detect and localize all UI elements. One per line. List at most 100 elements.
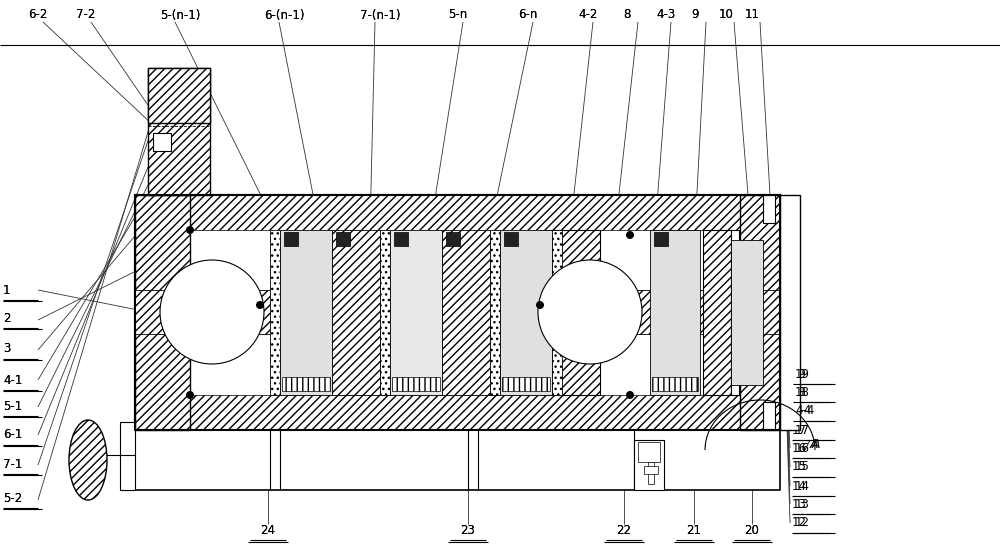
Circle shape [186,226,194,234]
Bar [638,442,660,462]
Text: 5-1: 5-1 [3,399,22,413]
Text: 11: 11 [745,9,760,21]
Text: 7-2: 7-2 [76,9,95,21]
Bar [648,462,654,484]
Text: 9: 9 [691,9,698,21]
Bar [703,230,731,395]
Circle shape [160,260,264,364]
Text: 12: 12 [792,517,807,529]
Text: 3: 3 [3,342,10,356]
Text: 20: 20 [745,523,759,536]
Text: A: A [812,438,820,452]
Text: 4-3: 4-3 [656,9,675,21]
Bar [763,402,775,430]
Text: 6-n: 6-n [518,9,537,21]
Bar [135,195,780,230]
Text: 4-2: 4-2 [578,9,597,21]
Bar [644,466,658,474]
Text: 6-(n-1): 6-(n-1) [264,9,304,21]
Text: 6-2: 6-2 [28,9,47,21]
Bar [731,230,739,395]
Bar [135,195,780,430]
Text: 24: 24 [260,524,276,538]
Bar [270,230,540,395]
Text: A: A [810,438,818,452]
Text: 4-4: 4-4 [792,404,811,418]
Text: 4-3: 4-3 [656,9,675,21]
Bar [654,232,668,246]
Circle shape [538,260,642,364]
Text: 23: 23 [461,524,475,538]
Text: 2: 2 [3,311,10,324]
Text: 4-1: 4-1 [3,374,22,386]
Bar [120,422,135,490]
Text: 22: 22 [616,524,632,538]
Bar [634,440,664,490]
Text: 4-2: 4-2 [578,9,597,21]
Bar [390,230,442,395]
Text: 5-2: 5-2 [3,492,22,505]
Bar [504,232,518,246]
Text: 1: 1 [3,283,10,296]
Text: 5-2: 5-2 [3,492,22,505]
Text: 6-1: 6-1 [3,429,22,442]
Text: 17: 17 [792,424,807,437]
Text: 15: 15 [792,460,807,473]
Text: 23: 23 [461,523,475,536]
Text: 6-(n-1): 6-(n-1) [264,9,304,21]
Text: 6-n: 6-n [518,9,537,21]
Text: 19: 19 [795,368,810,380]
Text: 11: 11 [745,9,760,21]
Text: 5-1: 5-1 [3,399,22,413]
Text: 17: 17 [795,424,810,437]
Bar [500,230,552,395]
Text: 8: 8 [623,9,630,21]
Circle shape [256,301,264,309]
Bar [394,232,408,246]
Bar [763,195,775,223]
Text: 3: 3 [3,342,10,356]
Bar [490,230,500,395]
Text: 21: 21 [686,523,702,536]
Bar [380,230,390,395]
Text: 5-n: 5-n [448,9,467,21]
Text: 4-4: 4-4 [795,404,814,418]
Circle shape [626,231,634,239]
Bar [282,377,330,391]
Text: 16: 16 [795,442,810,454]
Bar [135,395,780,430]
Text: 24: 24 [260,523,276,536]
Bar [446,232,460,246]
Bar [148,68,210,123]
Text: 16: 16 [792,442,807,454]
Bar [135,430,780,490]
Bar [652,377,698,391]
Bar [135,195,190,430]
Text: 9: 9 [691,9,698,21]
Circle shape [536,301,544,309]
Text: 7-1: 7-1 [3,458,22,471]
Bar [135,290,780,334]
Bar [740,195,780,430]
Text: 20: 20 [745,524,759,538]
Text: 18: 18 [792,385,807,398]
Bar [780,195,800,430]
Bar [552,230,562,395]
Bar [280,230,332,395]
Bar [270,230,280,395]
Bar [336,232,350,246]
Text: 15: 15 [795,460,810,473]
Circle shape [186,391,194,399]
Text: 13: 13 [795,498,810,511]
Text: 7-1: 7-1 [3,458,22,471]
Text: 10: 10 [719,9,734,21]
Circle shape [626,391,634,399]
Text: 7-(n-1): 7-(n-1) [360,9,400,21]
Text: 4-1: 4-1 [3,374,22,386]
Text: 21: 21 [686,524,702,538]
Text: 7-2: 7-2 [76,9,95,21]
Bar [148,68,210,195]
Bar [442,230,490,395]
Text: 5-(n-1): 5-(n-1) [160,9,200,21]
Text: 5-(n-1): 5-(n-1) [160,9,200,21]
